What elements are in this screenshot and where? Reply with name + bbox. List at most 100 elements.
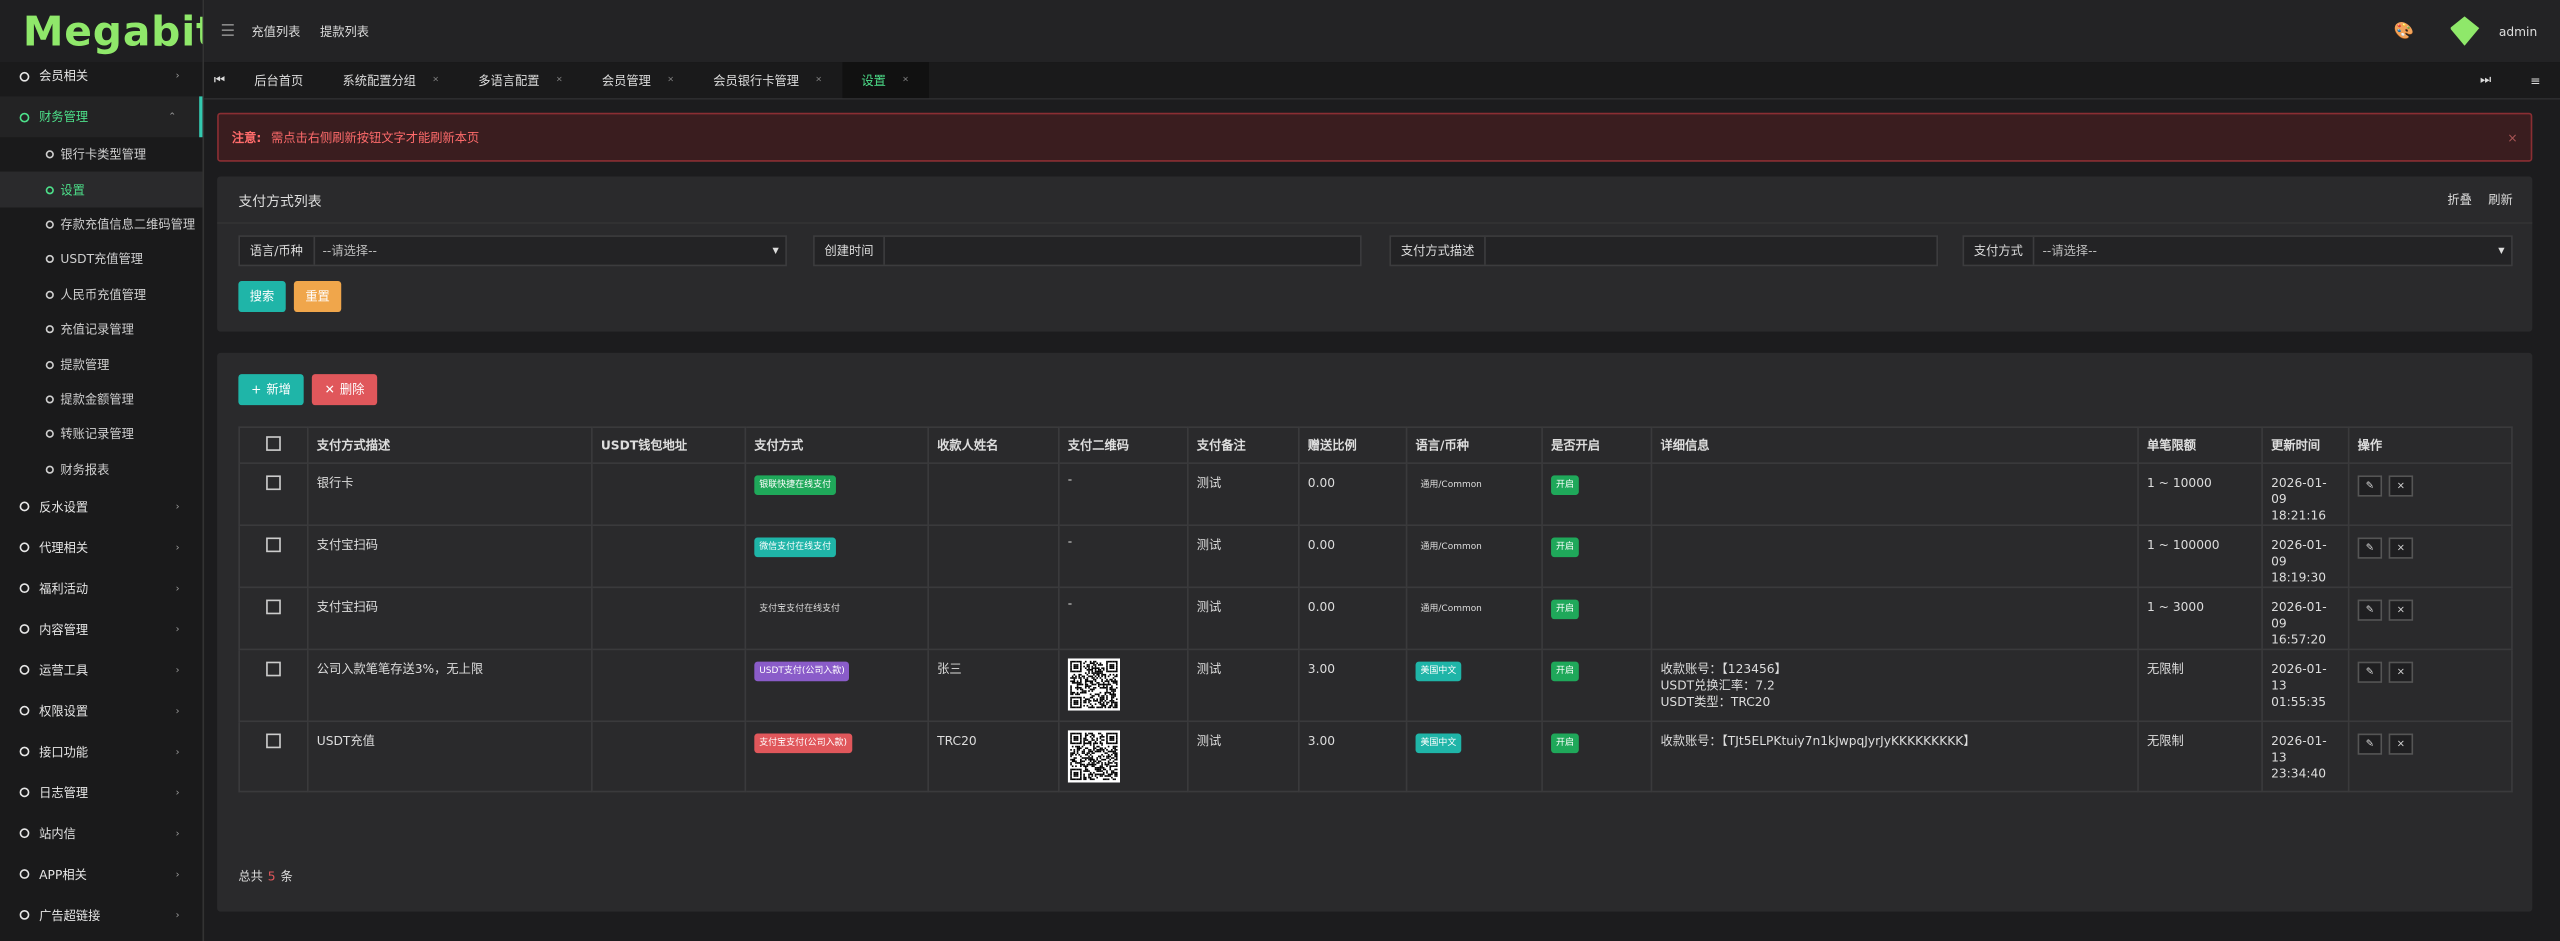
menu-icon <box>19 706 30 717</box>
nav-link[interactable]: 充值列表 <box>251 23 301 39</box>
edit-button[interactable]: ✎ <box>2357 537 2383 559</box>
toolbar-button[interactable]: + 新增 <box>238 374 304 406</box>
nav-link[interactable]: 提款列表 <box>319 23 369 39</box>
theme-icon[interactable]: 🎨 <box>2393 22 2414 41</box>
delete-button[interactable]: × <box>2388 599 2414 621</box>
checkbox[interactable] <box>266 537 281 553</box>
toolbar-icon: + <box>251 382 262 397</box>
enabled-badge: 开启 <box>1551 599 1579 620</box>
tab[interactable]: 会员管理 × <box>582 62 693 98</box>
method-badge: 支付宝支付在线支付 <box>759 604 841 615</box>
filter-field[interactable]: 创建时间 <box>813 235 1362 267</box>
menu-item[interactable]: 广告超链接 › <box>0 895 202 936</box>
checkbox[interactable] <box>266 599 281 615</box>
panel-action[interactable]: 刷新 <box>2488 192 2513 208</box>
menu-icon <box>19 910 30 921</box>
menu-item[interactable]: 内容管理 › <box>0 609 202 650</box>
tab-close[interactable]: × <box>555 75 563 85</box>
submenu-item[interactable]: 财务报表 <box>0 452 202 487</box>
filter-field[interactable]: 语言/币种 --请选择-- ▼ <box>238 235 787 267</box>
header-cell: 操作 <box>2347 426 2513 464</box>
qr-code <box>1067 658 1121 711</box>
menu-item[interactable]: 接口功能 › <box>0 732 202 773</box>
submenu-item[interactable]: 提款金额管理 <box>0 382 202 417</box>
tab[interactable]: 会员银行卡管理 × <box>694 62 842 98</box>
method-badge: USDT支付(公司入款) <box>754 661 850 682</box>
menu-item[interactable]: 权限设置 › <box>0 691 202 732</box>
submenu-label: USDT充值管理 <box>60 252 144 267</box>
cell-ops: ✎ × <box>2347 720 2513 793</box>
cell-updated: 2026-01-09 18:19:30 <box>2261 524 2350 589</box>
tab-next[interactable]: ⏭ <box>2479 71 2492 87</box>
delete-button[interactable]: × <box>2388 537 2414 559</box>
tab-close[interactable]: × <box>432 75 440 85</box>
tab-close[interactable]: × <box>667 75 675 85</box>
alert-close[interactable]: × <box>2507 129 2518 145</box>
menu-item[interactable]: 反水设置 › <box>0 487 202 528</box>
menu-icon <box>19 543 30 553</box>
filter-label: 支付方式 <box>1964 236 2035 265</box>
menu-item[interactable]: 财务管理 ⌃ <box>0 96 203 138</box>
cell-details <box>1650 462 2139 527</box>
checkbox[interactable] <box>266 661 281 677</box>
header-cell: 支付二维码 <box>1057 426 1189 464</box>
menu-arrow: › <box>175 623 180 636</box>
submenu-item[interactable]: 设置 <box>0 172 203 208</box>
menu-toggle[interactable]: ☰ <box>220 22 236 41</box>
toolbar-button[interactable]: ✕ 删除 <box>311 374 378 406</box>
tab-menu[interactable]: ≡ <box>2530 72 2541 88</box>
submenu-item[interactable]: 提款管理 <box>0 347 202 382</box>
menu-icon <box>19 788 30 798</box>
submenu-label: 人民币充值管理 <box>60 287 147 302</box>
edit-button[interactable]: ✎ <box>2357 599 2383 621</box>
tab-close[interactable]: × <box>815 75 823 85</box>
tab-close[interactable]: × <box>902 75 910 85</box>
menu-item[interactable]: 福利活动 › <box>0 568 202 609</box>
submenu-item[interactable]: 存款充值信息二维码管理 <box>0 207 202 242</box>
tab[interactable]: 系统配置分组 × <box>323 62 459 98</box>
menu-arrow: › <box>175 868 180 881</box>
menu-item[interactable]: APP相关 › <box>0 854 202 895</box>
submenu-item[interactable]: USDT充值管理 <box>0 242 202 277</box>
edit-button[interactable]: ✎ <box>2357 475 2383 497</box>
cell-ratio: 3.00 <box>1297 648 1408 723</box>
filter-field[interactable]: 支付方式 --请选择-- ▼ <box>1962 235 2513 267</box>
menu-item[interactable]: 代理相关 › <box>0 528 202 569</box>
menu-item[interactable]: 运营工具 › <box>0 650 202 691</box>
cell-qr <box>1057 720 1189 793</box>
delete-button[interactable]: × <box>2388 661 2414 683</box>
menu-item[interactable]: 会员相关 › <box>0 56 202 97</box>
search-button[interactable]: 重置 <box>293 280 342 313</box>
menu-arrow: › <box>175 70 180 82</box>
lang-badge: 美国中文 <box>1415 733 1462 754</box>
edit-button[interactable]: ✎ <box>2357 661 2383 683</box>
avatar[interactable] <box>2449 16 2480 46</box>
menu-icon <box>19 71 30 81</box>
submenu-item[interactable]: 充值记录管理 <box>0 312 202 347</box>
menu-icon <box>19 869 30 880</box>
submenu-item[interactable]: 银行卡类型管理 <box>0 137 202 172</box>
checkbox[interactable] <box>266 475 281 491</box>
tab[interactable]: 设置 × <box>841 62 929 99</box>
header-cell: 详细信息 <box>1650 426 2139 464</box>
checkbox[interactable] <box>266 733 281 749</box>
submenu-item[interactable]: 人民币充值管理 <box>0 277 202 312</box>
cell-usdt <box>591 524 747 589</box>
menu-label: 日志管理 <box>39 785 89 801</box>
panel-action[interactable]: 折叠 <box>2447 192 2472 208</box>
cell-details <box>1650 524 2139 589</box>
thead: 支付方式描述 USDT钱包地址 支付方式 收款人姓名 支付二维码 支付备注 赠送比例 语言/币… <box>238 426 2513 464</box>
menu-item[interactable]: 日志管理 › <box>0 773 202 814</box>
menu-item[interactable]: 站内信 › <box>0 813 202 854</box>
delete-button[interactable]: × <box>2388 475 2414 497</box>
user-name[interactable]: admin <box>2498 23 2538 39</box>
checkbox[interactable] <box>266 436 281 451</box>
filter-field[interactable]: 支付方式描述 <box>1389 235 1939 267</box>
tab[interactable]: 后台首页 <box>235 62 323 98</box>
search-button[interactable]: 搜索 <box>238 280 286 313</box>
edit-button[interactable]: ✎ <box>2357 733 2383 755</box>
tab[interactable]: 多语言配置 × <box>459 62 583 98</box>
delete-button[interactable]: × <box>2388 733 2414 755</box>
submenu-item[interactable]: 转账记录管理 <box>0 417 202 452</box>
tab-prev[interactable]: ⏮ <box>213 71 225 87</box>
